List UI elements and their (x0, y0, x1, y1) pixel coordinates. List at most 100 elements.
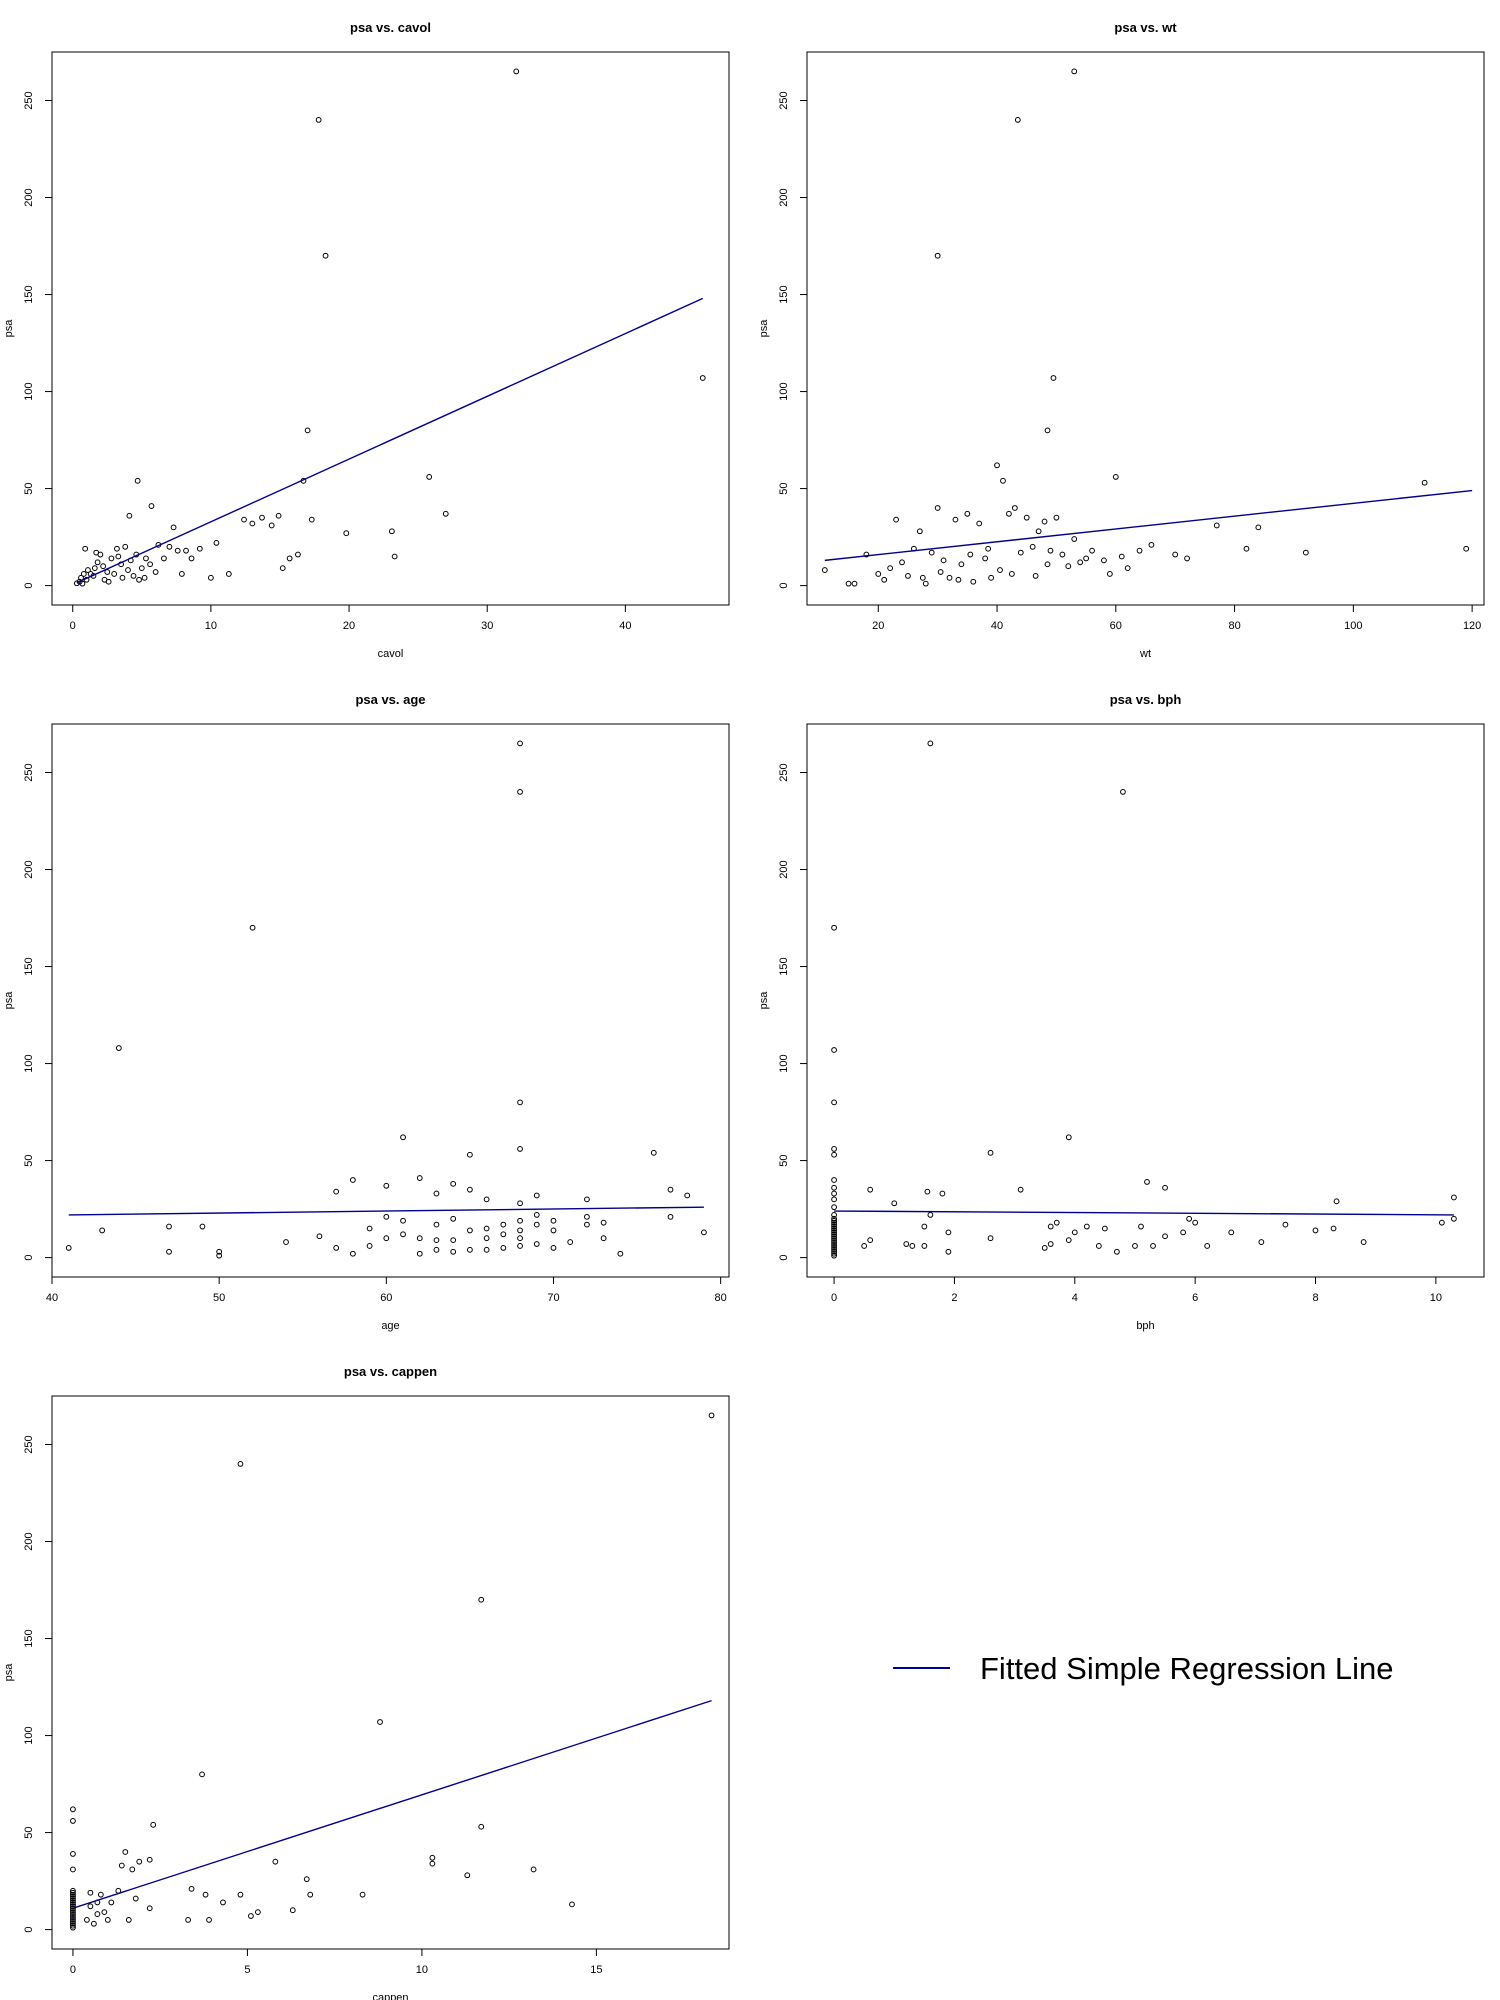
data-point (1065, 1134, 1072, 1141)
data-point (483, 1246, 490, 1253)
chart-title: psa vs. wt (1114, 20, 1177, 35)
data-point (1172, 551, 1179, 558)
data-point (927, 740, 934, 747)
x-tick-label: 10 (416, 1964, 428, 1976)
data-point (83, 1916, 90, 1923)
data-point (1035, 528, 1042, 535)
data-point (400, 1231, 406, 1238)
data-point (125, 567, 131, 573)
data-point (114, 545, 120, 552)
data-point (70, 1915, 76, 1921)
data-point (831, 924, 837, 931)
data-point (322, 252, 329, 259)
x-axis-label: age (381, 1320, 399, 1332)
x-axis-label: bph (1136, 1320, 1154, 1332)
legend: Fitted Simple Regression Line (893, 1651, 1394, 1686)
data-point (887, 565, 894, 572)
x-tick-label: 100 (1344, 620, 1362, 632)
data-point (400, 1134, 406, 1141)
x-tick-label: 10 (205, 620, 217, 632)
data-point (500, 1221, 507, 1228)
data-point (517, 1099, 523, 1106)
data-point (87, 1889, 94, 1896)
data-point (70, 1866, 76, 1873)
data-point (946, 574, 953, 581)
y-axis: 0 50 100 150 200 250 (23, 91, 52, 589)
y-tick-label: 0 (778, 1255, 790, 1261)
data-points (831, 740, 1457, 1259)
y-tick-label: 250 (778, 91, 790, 109)
data-point (82, 545, 89, 552)
data-point (275, 512, 282, 519)
data-point (958, 561, 965, 568)
y-axis-label: psa (3, 1663, 15, 1682)
data-point (93, 549, 100, 556)
data-point (152, 569, 159, 575)
data-point (1059, 551, 1066, 558)
data-point (831, 1237, 837, 1244)
data-point (1044, 427, 1051, 434)
data-point (279, 565, 286, 572)
data-point (1192, 1219, 1199, 1226)
data-point (108, 555, 115, 562)
data-point (891, 1200, 898, 1207)
data-point (967, 551, 974, 558)
data-point (927, 1212, 934, 1218)
data-point (122, 543, 129, 550)
data-point (70, 1911, 76, 1917)
data-point (831, 1244, 837, 1251)
data-point (831, 1196, 837, 1203)
data-point (391, 553, 398, 560)
plot-frame (51, 723, 730, 1278)
data-point (550, 1217, 557, 1224)
data-point (429, 1854, 436, 1861)
data-point (831, 1047, 837, 1053)
data-point (70, 1818, 76, 1824)
data-point (517, 740, 523, 747)
data-point (383, 1182, 390, 1189)
data-point (249, 520, 256, 527)
data-point (1136, 547, 1143, 554)
data-point (377, 1719, 383, 1725)
data-point (1083, 555, 1090, 562)
x-axis-label: cavol (378, 648, 404, 660)
y-axis-label: psa (3, 319, 15, 338)
data-point (1071, 1229, 1078, 1236)
data-point (248, 1913, 254, 1919)
data-point (70, 1851, 76, 1857)
data-point (1017, 549, 1024, 556)
data-point (254, 1909, 261, 1916)
data-point (450, 1237, 457, 1244)
data-point (87, 1903, 94, 1910)
data-point (433, 1221, 440, 1228)
x-tick-label: 20 (872, 620, 884, 632)
data-point (600, 1235, 607, 1242)
data-point (70, 1918, 76, 1925)
data-point (426, 474, 433, 480)
x-axis: 20 40 60 80 100 120 (872, 605, 1481, 632)
data-point (241, 516, 247, 523)
panel-psa-vs-bph: psa vs. bph 0 2 4 6 8 10 bph 0 50 100 150 200 250 psa (758, 692, 1485, 1332)
data-point (831, 1227, 837, 1234)
data-point (136, 576, 142, 583)
data-point (1243, 545, 1250, 552)
y-tick-label: 200 (778, 188, 790, 206)
data-point (416, 1235, 423, 1242)
data-point (1006, 510, 1012, 517)
data-point (970, 578, 977, 585)
data-point (70, 1922, 76, 1929)
y-tick-label: 0 (23, 1255, 35, 1261)
data-point (308, 516, 315, 523)
data-point (1312, 1227, 1319, 1234)
data-point (333, 1188, 340, 1195)
data-point (831, 1223, 837, 1230)
data-point (893, 516, 899, 523)
data-point (701, 1229, 707, 1236)
legend-label: Fitted Simple Regression Line (980, 1651, 1394, 1686)
data-point (70, 1895, 76, 1902)
plot-frame (806, 723, 1485, 1278)
data-point (1112, 474, 1119, 480)
x-tick-label: 40 (991, 620, 1003, 632)
panel-psa-vs-wt: psa vs. wt 20 40 60 80 100 120 wt 0 50 100 150 200 25… (758, 20, 1485, 660)
